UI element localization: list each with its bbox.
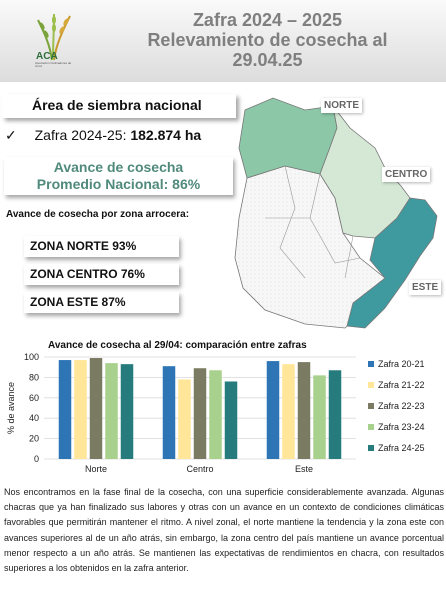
title-line-1: Zafra 2024 – 2025 (192, 10, 343, 30)
bar-norte-4 (105, 363, 118, 459)
bar-este-1 (266, 361, 280, 459)
legend-swatch (368, 424, 374, 430)
rice-logo-icon (37, 13, 71, 61)
legend-label: Zafra 21-22 (378, 380, 425, 390)
bar-este-2 (282, 364, 295, 459)
legend-label: Zafra 22-23 (378, 401, 425, 411)
page-title: Zafra 2024 – 2025 Relevamiento de cosech… (95, 10, 440, 70)
legend-label: Zafra 24-25 (378, 443, 425, 453)
zafra-value: 182.874 ha (130, 127, 202, 143)
map-label-norte: NORTE (321, 98, 362, 113)
summary-paragraph: Nos encontramos en la fase final de la c… (4, 487, 444, 574)
chart-title: Avance de cosecha al 29/04: comparación … (48, 340, 307, 351)
y-tick-label: 60 (29, 393, 39, 403)
zona-este-box: ZONA ESTE 87% (24, 292, 179, 313)
bar-norte-5 (120, 364, 134, 459)
legend-swatch (368, 403, 374, 409)
map-label-centro: CENTRO (382, 167, 431, 182)
y-tick-label: 0 (34, 454, 39, 464)
legend-label: Zafra 20-21 (378, 359, 425, 369)
y-tick-label: 100 (24, 352, 39, 362)
avance-bar-chart: 0 20 40 60 80 100 % de avance Norte Centro Este Za… (6, 352, 425, 474)
bar-centro-2 (178, 379, 191, 459)
logo-subtitle: Asociación Cultivadores de Arroz (35, 61, 72, 68)
title-line-3: 29.04.25 (232, 50, 303, 70)
zona-norte-box: ZONA NORTE 93% (24, 236, 179, 257)
map-label-este: ESTE (409, 280, 442, 295)
legend-swatch (368, 361, 374, 367)
title-line-2: Relevamiento de cosecha al (147, 30, 388, 50)
map-internal-lines (265, 165, 361, 279)
legend-label: Zafra 23-24 (378, 422, 425, 432)
x-tick-label: Este (295, 464, 313, 474)
avance-title: Avance de cosecha (53, 159, 184, 175)
bar-centro-4 (209, 370, 222, 459)
header: ACA Asociación Cultivadores de Arroz Zaf… (0, 0, 446, 82)
bar-centro-5 (224, 381, 238, 459)
area-siembra-label: Área de siembra nacional (32, 97, 202, 113)
zafra-line: ✓ Zafra 2024-25: 182.874 ha (5, 127, 201, 144)
bar-norte-3 (89, 358, 103, 459)
zonas-title: Avance de cosecha por zona arrocera: (6, 209, 190, 220)
y-tick-label: 20 (29, 434, 39, 444)
bar-norte-2 (74, 360, 87, 459)
uruguay-map (234, 97, 438, 329)
y-axis-label: % de avance (6, 382, 16, 434)
x-tick-label: Norte (85, 464, 107, 474)
y-tick-label: 40 (29, 413, 39, 423)
x-tick-label: Centro (186, 464, 213, 474)
bar-este-5 (328, 370, 342, 459)
zafra-label: Zafra 2024-25: (34, 127, 131, 143)
check-icon: ✓ (5, 127, 17, 143)
bar-este-3 (297, 362, 311, 459)
bar-norte-1 (58, 360, 72, 459)
avance-nacional-box: Avance de cosecha Promedio Nacional: 86% (4, 157, 233, 195)
bar-este-4 (313, 375, 326, 459)
bar-centro-3 (193, 368, 207, 459)
zona-centro-box: ZONA CENTRO 76% (24, 264, 179, 285)
bar-centro-1 (162, 366, 176, 459)
area-siembra-box: Área de siembra nacional (2, 94, 236, 118)
map-region-este (346, 197, 438, 329)
legend-swatch (368, 382, 374, 388)
avance-promedio: Promedio Nacional: 86% (36, 176, 201, 192)
legend-swatch (368, 445, 374, 451)
logo-text: ACA (36, 51, 58, 62)
y-tick-label: 80 (29, 372, 39, 382)
